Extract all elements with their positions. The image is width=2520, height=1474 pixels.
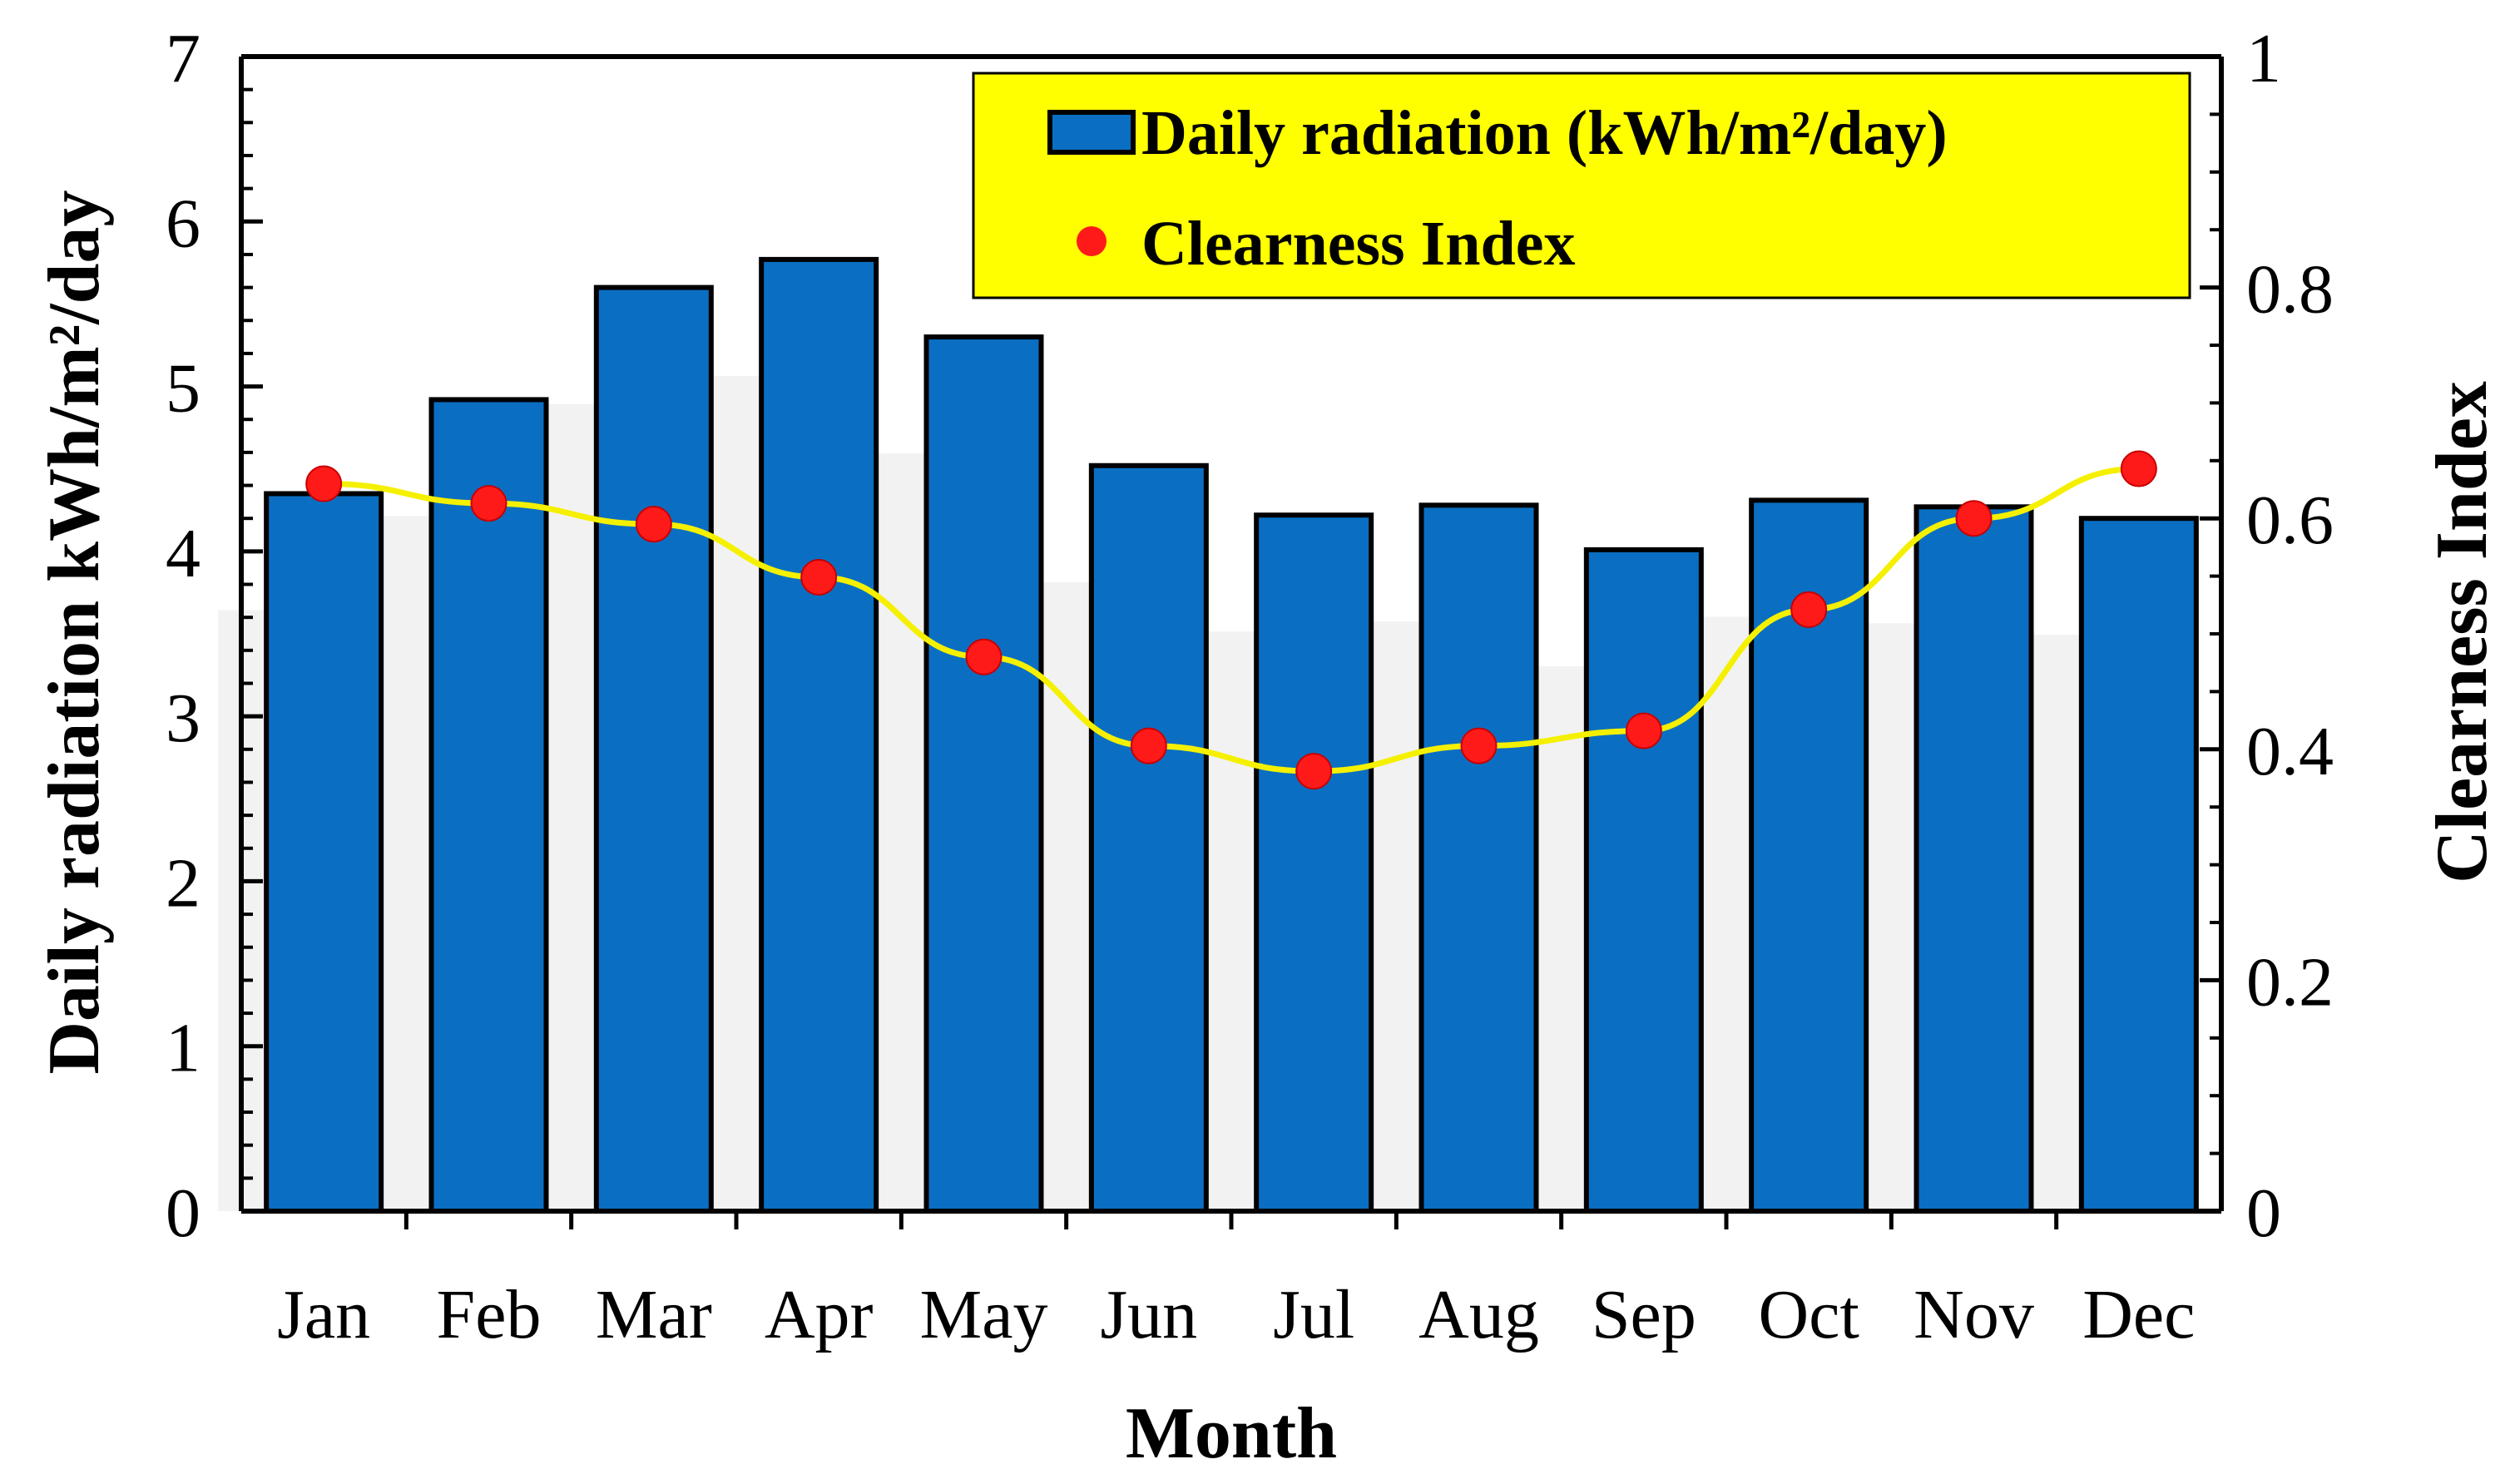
x-tick-label-feb: Feb bbox=[437, 1276, 542, 1353]
x-tick-label-sep: Sep bbox=[1592, 1276, 1696, 1353]
clearness-point-aug bbox=[1462, 729, 1497, 764]
y-left-tick-label: 3 bbox=[166, 680, 201, 757]
bar-shadow bbox=[2033, 635, 2083, 1211]
x-tick-label-aug: Aug bbox=[1418, 1276, 1539, 1353]
clearness-point-dec bbox=[2121, 452, 2156, 487]
x-tick-label-dec: Dec bbox=[2082, 1276, 2195, 1353]
y-left-tick-label: 7 bbox=[166, 20, 201, 97]
bar-shadow bbox=[1703, 616, 1753, 1211]
bar-mar bbox=[597, 288, 711, 1211]
bar-sep bbox=[1587, 550, 1701, 1211]
y-left-tick-label: 6 bbox=[166, 185, 201, 262]
x-tick-label-may: May bbox=[920, 1276, 1048, 1353]
bar-nov bbox=[1917, 507, 2032, 1211]
bar-may bbox=[927, 337, 1042, 1211]
bar-shadow bbox=[1538, 666, 1588, 1211]
y-left-tick-label: 5 bbox=[166, 350, 201, 428]
clearness-point-feb bbox=[472, 486, 507, 521]
legend-label-radiation: Daily radiation (kWh/m²/day) bbox=[1141, 98, 1948, 168]
x-tick-label-apr: Apr bbox=[765, 1276, 874, 1353]
y-right-tick-label: 0.8 bbox=[2246, 251, 2334, 329]
clearness-point-jun bbox=[1131, 729, 1166, 764]
bar-jan bbox=[266, 493, 381, 1211]
y-right-tick-label: 1 bbox=[2246, 20, 2281, 97]
x-axis-title: Month bbox=[1126, 1393, 1337, 1474]
clearness-point-nov bbox=[1957, 501, 1992, 536]
y-right-tick-label: 0 bbox=[2246, 1175, 2281, 1252]
bar-shadow bbox=[1869, 623, 1918, 1211]
legend-marker-swatch bbox=[1077, 226, 1107, 256]
clearness-point-mar bbox=[636, 507, 671, 542]
legend-label-clearness: Clearness Index bbox=[1141, 209, 1575, 279]
y-left-tick-label: 1 bbox=[166, 1010, 201, 1087]
y-axis-left-title: Daily radiation kWh/m²/day bbox=[34, 190, 115, 1074]
bar-shadow bbox=[879, 453, 928, 1211]
y-left-tick-label: 0 bbox=[166, 1175, 201, 1252]
y-left-tick-label: 4 bbox=[166, 515, 201, 592]
legend: Daily radiation (kWh/m²/day) Clearness I… bbox=[973, 73, 2190, 298]
clearness-point-jul bbox=[1296, 754, 1331, 789]
x-tick-label-jun: Jun bbox=[1100, 1276, 1197, 1353]
bar-apr bbox=[761, 260, 876, 1211]
clearness-point-apr bbox=[801, 560, 836, 595]
bar-aug bbox=[1422, 505, 1537, 1211]
bar-dec bbox=[2082, 518, 2196, 1211]
clearness-point-may bbox=[967, 640, 1002, 675]
clearness-point-sep bbox=[1626, 714, 1661, 749]
bar-shadow bbox=[713, 376, 763, 1211]
y-right-tick-label: 0.4 bbox=[2246, 713, 2334, 790]
x-tick-label-jan: Jan bbox=[277, 1276, 370, 1353]
bar-shadow bbox=[1208, 631, 1258, 1211]
chart-svg: 0 1 2 3 4 5 6 7 0 0.2 0.4 0.6 0.8 1 Jan Feb Mar Apr May Jun… bbox=[0, 0, 2520, 1474]
x-tick-label-nov: Nov bbox=[1914, 1276, 2034, 1353]
bar-jul bbox=[1256, 515, 1371, 1211]
clearness-point-oct bbox=[1791, 592, 1826, 627]
y-left-tick-label: 2 bbox=[166, 844, 201, 922]
bar-shadow bbox=[1043, 582, 1093, 1211]
bar-jun bbox=[1092, 466, 1206, 1211]
legend-bar-swatch bbox=[1050, 112, 1133, 152]
y-right-tick-label: 0.2 bbox=[2246, 943, 2334, 1021]
bar-shadow bbox=[548, 404, 598, 1211]
bar-shadow bbox=[384, 516, 433, 1211]
bar-shadow bbox=[1374, 621, 1423, 1211]
x-tick-label-jul: Jul bbox=[1273, 1276, 1354, 1353]
clearness-point-jan bbox=[306, 467, 341, 502]
y-right-tick-label: 0.6 bbox=[2246, 482, 2334, 559]
y-axis-right-title: Clearness Index bbox=[2422, 381, 2503, 883]
x-tick-label-oct: Oct bbox=[1759, 1276, 1859, 1353]
x-tick-label-mar: Mar bbox=[596, 1276, 712, 1353]
